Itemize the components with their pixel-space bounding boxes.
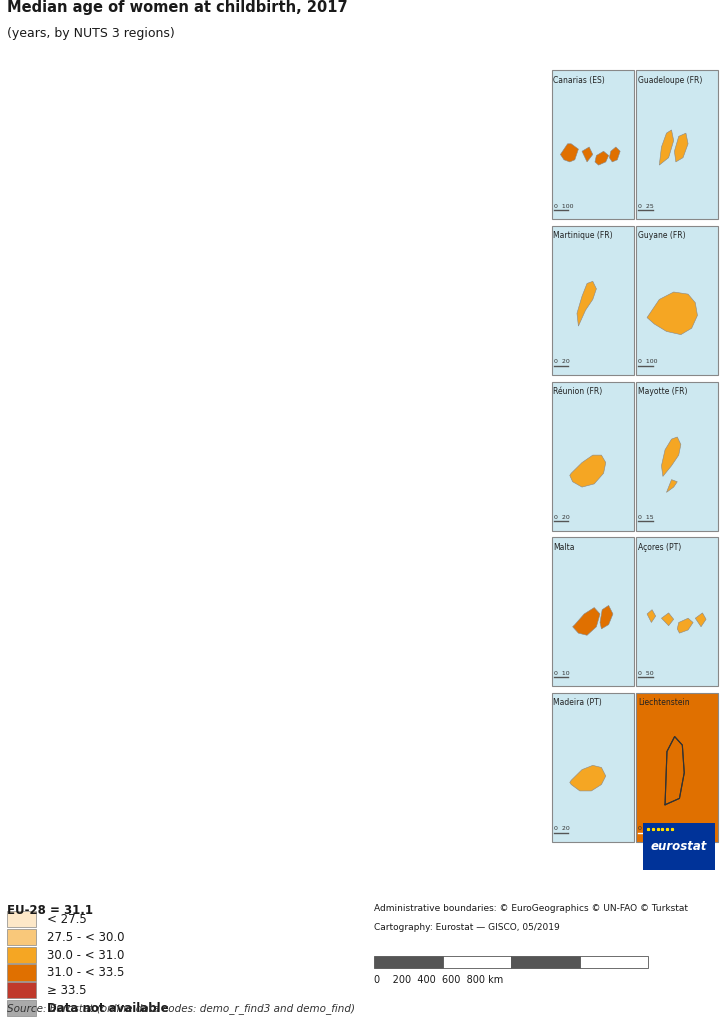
Polygon shape (572, 607, 600, 635)
FancyBboxPatch shape (7, 964, 36, 980)
Bar (636, 226, 718, 375)
Text: Data not available: Data not available (47, 1002, 168, 1015)
Text: EU-28 = 31.1: EU-28 = 31.1 (7, 904, 93, 916)
Text: Guadeloupe (FR): Guadeloupe (FR) (638, 75, 702, 85)
Text: Réunion (FR): Réunion (FR) (554, 387, 603, 395)
Text: Malta: Malta (554, 542, 575, 551)
Text: 0  25: 0 25 (639, 204, 654, 209)
Text: 0  10: 0 10 (554, 671, 570, 676)
FancyBboxPatch shape (580, 957, 648, 968)
Text: eurostat: eurostat (651, 840, 707, 853)
Text: 0  20: 0 20 (554, 826, 570, 832)
Polygon shape (662, 437, 681, 477)
Bar (636, 381, 718, 531)
Text: 0  5: 0 5 (639, 826, 650, 832)
Polygon shape (647, 292, 698, 334)
Bar (552, 226, 634, 375)
Bar (636, 693, 718, 842)
Polygon shape (570, 765, 606, 791)
FancyBboxPatch shape (7, 982, 36, 999)
Text: < 27.5: < 27.5 (47, 913, 86, 926)
FancyBboxPatch shape (443, 957, 511, 968)
Text: 0  100: 0 100 (639, 360, 658, 365)
Text: 27.5 - < 30.0: 27.5 - < 30.0 (47, 930, 125, 944)
Bar (552, 693, 634, 842)
Polygon shape (662, 612, 674, 626)
Bar (636, 537, 718, 687)
Polygon shape (660, 130, 674, 165)
Polygon shape (570, 455, 606, 487)
FancyBboxPatch shape (7, 911, 36, 927)
Text: Madeira (PT): Madeira (PT) (554, 698, 602, 707)
Bar (552, 70, 634, 219)
Polygon shape (665, 737, 684, 805)
Text: Source: Eurostat (online data codes: demo_r_find3 and demo_find): Source: Eurostat (online data codes: dem… (7, 1004, 355, 1014)
Text: Liechtenstein: Liechtenstein (638, 698, 690, 707)
FancyBboxPatch shape (511, 957, 580, 968)
Polygon shape (609, 147, 620, 162)
Bar (643, 823, 715, 870)
Bar (636, 70, 718, 219)
Polygon shape (675, 133, 688, 162)
Text: 0  50: 0 50 (639, 671, 654, 676)
Text: ≥ 33.5: ≥ 33.5 (47, 984, 86, 998)
Text: 0  100: 0 100 (554, 204, 573, 209)
Text: Median age of women at childbirth, 2017: Median age of women at childbirth, 2017 (7, 0, 348, 15)
Bar (552, 381, 634, 531)
Text: (years, by NUTS 3 regions): (years, by NUTS 3 regions) (7, 26, 175, 40)
Text: Guyane (FR): Guyane (FR) (638, 231, 685, 240)
Polygon shape (582, 147, 593, 162)
Text: Administrative boundaries: © EuroGeographics © UN-FAO © Turkstat: Administrative boundaries: © EuroGeograp… (374, 904, 688, 913)
Polygon shape (560, 144, 578, 162)
Polygon shape (647, 609, 656, 623)
Text: 31.0 - < 33.5: 31.0 - < 33.5 (47, 966, 124, 979)
Polygon shape (577, 281, 596, 326)
Polygon shape (678, 619, 693, 633)
FancyBboxPatch shape (7, 1000, 36, 1016)
Polygon shape (667, 480, 678, 492)
FancyBboxPatch shape (7, 947, 36, 963)
Text: Canarias (ES): Canarias (ES) (554, 75, 606, 85)
Text: Mayotte (FR): Mayotte (FR) (638, 387, 688, 395)
FancyBboxPatch shape (374, 957, 443, 968)
FancyBboxPatch shape (7, 929, 36, 945)
Polygon shape (696, 612, 706, 627)
Text: Martinique (FR): Martinique (FR) (554, 231, 613, 240)
Text: Cartography: Eurostat — GISCO, 05/2019: Cartography: Eurostat — GISCO, 05/2019 (374, 923, 560, 931)
Text: 0    200  400  600  800 km: 0 200 400 600 800 km (374, 974, 504, 984)
Bar (552, 537, 634, 687)
Polygon shape (600, 605, 613, 629)
Text: 0  20: 0 20 (554, 360, 570, 365)
Text: 30.0 - < 31.0: 30.0 - < 31.0 (47, 949, 124, 962)
Text: Açores (PT): Açores (PT) (638, 542, 681, 551)
Polygon shape (595, 151, 608, 165)
Text: 0  15: 0 15 (639, 516, 654, 520)
Text: 0  20: 0 20 (554, 516, 570, 520)
